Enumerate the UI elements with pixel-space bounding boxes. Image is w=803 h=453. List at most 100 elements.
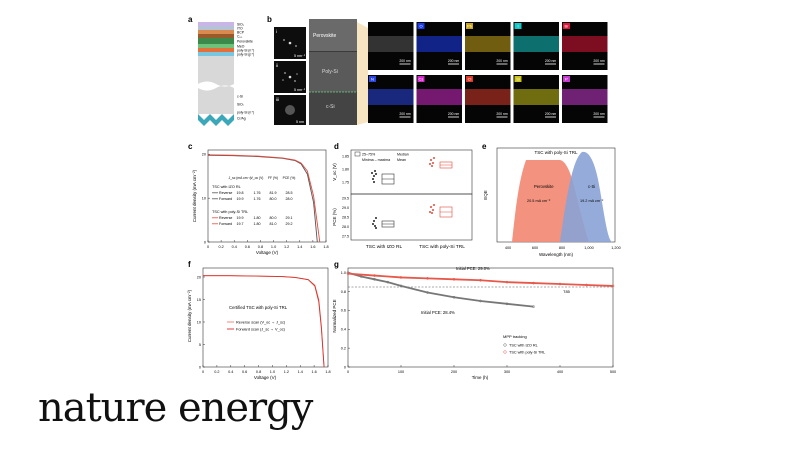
table-row-label: Reverse <box>219 216 232 220</box>
y-tick-label: 10 <box>197 320 201 324</box>
d-point <box>431 165 433 167</box>
x-tick-label: 1.8 <box>325 370 330 374</box>
eds-element-label: O <box>419 24 422 29</box>
eds-element-tag <box>563 76 570 82</box>
series-point <box>479 299 482 303</box>
g-legend-polysi: TSC with poly-Si TRL <box>509 351 545 355</box>
x-tick-label: 500 <box>610 370 616 374</box>
e-series-perovskite-jsc: 20.5 mA cm⁻² <box>527 199 551 203</box>
d-point <box>373 220 375 222</box>
inset-label-iii: iii <box>276 97 279 102</box>
layer-label: Cr/Ag <box>237 117 246 121</box>
series-point <box>399 276 403 279</box>
c-ylabel: Current density (mA cm⁻²) <box>192 169 197 222</box>
x-tick-label: 1.6 <box>311 370 316 374</box>
panel-e-eqe-chart: TSC with poly-Si TRL Perovskite 20.5 mA … <box>483 147 621 257</box>
d-bottom-tick: 29.0 <box>342 206 349 210</box>
x-tick-label: 0.4 <box>228 370 233 374</box>
table-header: FF (%) <box>268 176 278 180</box>
d-top-tick: 1.85 <box>342 154 349 158</box>
d-top-tick: 1.80 <box>342 167 349 171</box>
panel-b-sem-crosssection: Perovskite Poly-Si c-Si <box>309 19 368 125</box>
e-x-tick: 1,200 <box>611 246 621 250</box>
eds-scale-label: 200 nm <box>593 59 604 63</box>
table-cell: 19.9 <box>237 197 244 201</box>
layer-label: BCP <box>237 31 245 35</box>
inset-label-i: i <box>276 29 277 34</box>
d-point <box>432 209 434 211</box>
e-x-tick: 1,000 <box>584 246 594 250</box>
d-point <box>433 157 435 159</box>
g-ylabel: Normalized PCE <box>332 299 337 332</box>
series-point <box>532 281 535 285</box>
d-legend-item: Minima – maxima <box>362 158 390 162</box>
sem-label-c-si: c-Si <box>326 104 335 110</box>
eds-scale-label: 200 nm <box>593 112 604 116</box>
eds-element-tag <box>369 76 376 82</box>
d-point <box>429 163 431 165</box>
e-x-tick: 600 <box>532 246 538 250</box>
x-tick-label: 100 <box>398 370 404 374</box>
table-group: TSC with IZO RL <box>212 185 241 189</box>
panel-letter-a: a <box>188 15 193 24</box>
x-tick-label: 200 <box>451 370 457 374</box>
eds-element-tag <box>417 76 425 82</box>
c-xlabel: Voltage (V) <box>256 250 279 255</box>
g-anno-t85: T85 <box>563 289 571 294</box>
e-x-tick: 800 <box>559 246 565 250</box>
eds-element-label: Pb <box>467 24 473 29</box>
table-header: PCE (%) <box>283 176 296 180</box>
d-point <box>433 204 435 206</box>
series-point <box>611 284 615 288</box>
eds-signal-band <box>368 89 414 105</box>
y-tick-label: 10 <box>202 196 206 200</box>
eds-element-label: Cs <box>419 77 424 82</box>
g-anno-izo: Initial PCE: 28.4% <box>421 310 455 315</box>
eds-signal-band <box>416 36 462 52</box>
x-tick-label: 1.0 <box>271 245 276 249</box>
eds-scale-label: 200 nm <box>448 112 459 116</box>
eds-scale-label: 200 nm <box>496 112 507 116</box>
eds-signal-band <box>465 89 511 105</box>
eds-element-tag <box>514 23 522 29</box>
eds-scale-label: 200 nm <box>496 59 507 63</box>
layer-label: Perovskite <box>237 40 253 44</box>
layer-label: MeO <box>237 45 245 49</box>
f-ylabel: Current density (mA cm⁻²) <box>187 289 192 342</box>
d-legend-item: Median <box>397 153 409 157</box>
x-tick-label: 300 <box>504 370 510 374</box>
series-point <box>399 284 403 288</box>
x-tick-label: 0 <box>347 370 349 374</box>
x-tick-label: 1.2 <box>284 245 289 249</box>
eds-element-tag <box>563 23 570 29</box>
table-cell: 28.0 <box>286 197 293 201</box>
x-tick-label: 1.4 <box>298 370 303 374</box>
y-tick-label: 15 <box>197 298 201 302</box>
y-tick-label: 0 <box>344 365 346 369</box>
table-cell: 80.0 <box>270 216 277 220</box>
table-cell: 1.76 <box>254 197 261 201</box>
x-tick-label: 0.4 <box>232 245 237 249</box>
e-x-tick: 400 <box>505 246 511 250</box>
eds-element-tag <box>417 23 425 29</box>
eds-signal-band <box>416 89 462 105</box>
series-line <box>203 275 325 368</box>
panel-f-certified-jv: 0 0.2 0.4 0.6 0.8 1.0 1.2 1.4 1.6 1.8 0 5 10 15 20 Cur… <box>187 267 331 380</box>
e-series-perovskite: Perovskite <box>534 184 554 189</box>
series-line <box>347 272 614 287</box>
x-tick-label: 1.6 <box>310 245 315 249</box>
eds-scale-label: 200 nm <box>545 112 556 116</box>
d-bottom-tick: 29.5 <box>342 196 349 200</box>
table-row-label: Forward <box>219 222 232 226</box>
x-tick-label: 0.6 <box>242 370 247 374</box>
c-param-table: J_sc (mA cm⁻²) V_oc (V) FF (%) PCE (%) TSC w… <box>212 176 295 226</box>
series-point <box>558 282 562 286</box>
eds-signal-band <box>513 89 559 105</box>
f-xlabel: Voltage (V) <box>254 375 277 380</box>
panel-d-boxplots: 1.85 1.80 1.75 29.5 29.0 28.5 28.0 27.5 25–75%Mi… <box>332 149 473 250</box>
series-point <box>373 274 376 277</box>
d-point <box>430 206 432 208</box>
d-point <box>430 159 432 161</box>
eds-signal-band <box>562 89 608 105</box>
g-anno-polysi: Initial PCE: 29.0% <box>456 266 490 271</box>
